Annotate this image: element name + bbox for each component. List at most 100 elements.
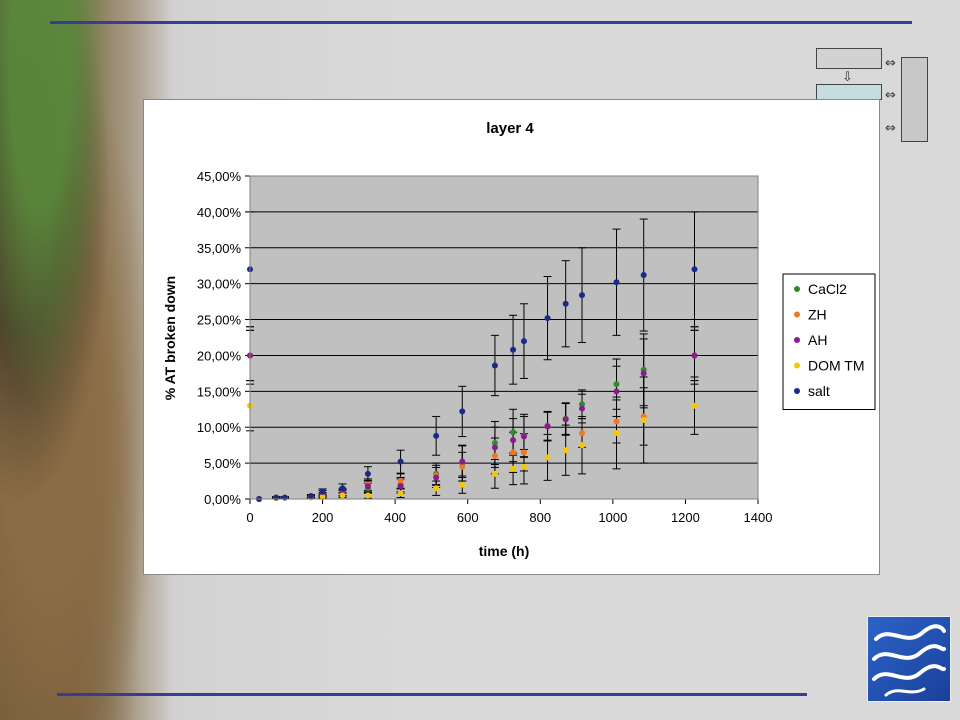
y-tick-label: 20,00%: [197, 348, 242, 363]
data-point: [579, 429, 586, 436]
data-point: [397, 483, 404, 490]
legend-label: DOM TM: [808, 358, 865, 374]
legend-marker: [794, 388, 800, 394]
legend-label: ZH: [808, 307, 827, 323]
data-point: [307, 493, 314, 500]
data-point: [491, 452, 498, 459]
data-point: [613, 429, 620, 436]
y-axis-label: % AT broken down: [162, 276, 178, 400]
legend-label: AH: [808, 332, 827, 348]
x-tick-label: 400: [384, 510, 406, 525]
data-point: [691, 402, 698, 409]
data-point: [613, 388, 620, 395]
data-point: [491, 362, 498, 369]
data-point: [364, 483, 371, 490]
data-point: [579, 401, 586, 408]
data-point: [319, 493, 326, 500]
data-point: [433, 474, 440, 481]
x-tick-label: 1400: [744, 510, 773, 525]
chart-frame: 0,00% 5,00% 10,00% 15,00% 20,00% 25,00% 30,00%…: [143, 99, 880, 575]
x-tick-label: 600: [457, 510, 479, 525]
x-tick-label: 800: [529, 510, 551, 525]
arrow-down-icon: ⇩: [842, 70, 853, 85]
double-arrow-icon: ⇔: [885, 121, 896, 136]
data-point: [520, 433, 527, 440]
plot-area: [250, 176, 758, 499]
diagram-box-top: [816, 48, 882, 69]
data-point: [613, 381, 620, 388]
data-point: [510, 449, 517, 456]
data-point: [613, 418, 620, 425]
data-point: [520, 449, 527, 456]
data-point: [339, 485, 346, 492]
data-point: [459, 458, 466, 465]
data-point: [319, 488, 326, 495]
x-tick-label: 1200: [671, 510, 700, 525]
chart-title: layer 4: [486, 120, 534, 137]
data-point: [544, 454, 551, 461]
diagram-box-middle: [816, 84, 882, 100]
legend-label: CaCl2: [808, 281, 847, 297]
data-point: [562, 300, 569, 307]
data-point: [273, 494, 280, 501]
legend-marker: [794, 337, 800, 343]
data-point: [640, 417, 647, 424]
y-tick-label: 35,00%: [197, 241, 242, 256]
data-point: [491, 444, 498, 451]
y-tick-label: 0,00%: [204, 492, 241, 507]
legend-marker: [794, 286, 800, 292]
data-point: [433, 432, 440, 439]
y-tick-label: 10,00%: [197, 420, 242, 435]
data-point: [691, 266, 698, 273]
y-tick-label: 5,00%: [204, 456, 241, 471]
double-arrow-icon: ⇔: [885, 88, 896, 103]
data-point: [544, 315, 551, 322]
diagram-box-tall: [901, 57, 928, 142]
x-tick-label: 0: [246, 510, 253, 525]
data-point: [520, 338, 527, 345]
data-point: [510, 346, 517, 353]
data-point: [364, 470, 371, 477]
data-point: [433, 485, 440, 492]
legend-marker: [794, 311, 800, 318]
data-point: [640, 272, 647, 279]
data-point: [397, 478, 404, 485]
wave-logo-icon: [872, 624, 946, 697]
data-point: [579, 405, 586, 412]
data-point: [544, 423, 551, 430]
data-point: [613, 279, 620, 286]
x-axis-label: time (h): [479, 543, 530, 559]
x-tick-label: 1000: [598, 510, 627, 525]
data-point: [562, 447, 569, 454]
data-point: [459, 463, 466, 470]
legend-marker: [794, 362, 800, 369]
legend: CaCl2 ZH AH DOM TM salt: [782, 273, 876, 410]
data-point: [459, 481, 466, 488]
data-point: [691, 352, 698, 359]
logo: [867, 616, 951, 702]
data-point: [491, 470, 498, 477]
double-arrow-icon: ⇔: [885, 56, 896, 71]
data-point: [640, 370, 647, 377]
y-tick-label: 25,00%: [197, 313, 242, 328]
chart-svg: 0,00% 5,00% 10,00% 15,00% 20,00% 25,00% 30,00%…: [162, 120, 876, 559]
plot-border: [249, 175, 759, 500]
data-point: [579, 292, 586, 299]
bottom-rule: [57, 693, 807, 696]
data-point: [562, 416, 569, 423]
data-point: [459, 408, 466, 415]
y-tick-label: 15,00%: [197, 384, 242, 399]
data-point: [281, 494, 288, 501]
data-point: [510, 465, 517, 472]
data-point: [579, 442, 586, 449]
data-point: [510, 429, 517, 436]
y-tick-label: 30,00%: [197, 277, 242, 292]
data-point: [339, 492, 346, 499]
data-point: [491, 440, 498, 447]
data-point: [364, 492, 371, 499]
data-point: [397, 490, 404, 497]
data-point: [520, 463, 527, 470]
data-point: [510, 437, 517, 444]
legend-label: salt: [808, 383, 830, 399]
top-rule: [50, 21, 912, 24]
